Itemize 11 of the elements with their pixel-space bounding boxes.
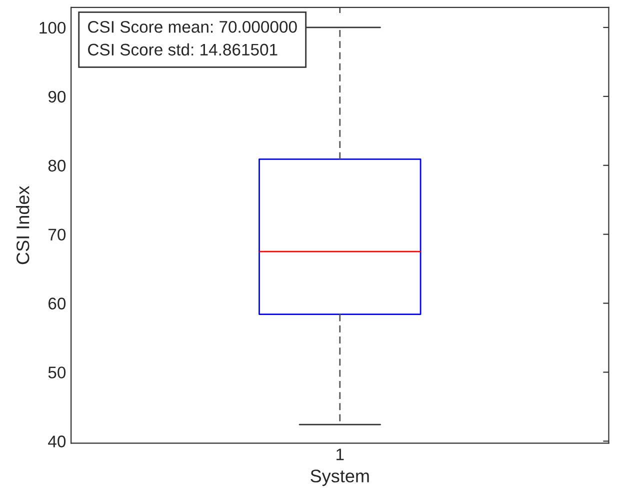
y-tick-label: 40 [48, 436, 66, 448]
y-tick-label: 90 [48, 90, 66, 103]
y-tick-label: 70 [48, 228, 66, 241]
x-axis-title: System [310, 470, 369, 486]
y-tick-label: 60 [48, 298, 66, 310]
y-tick-label: 50 [48, 366, 66, 378]
y-tick-label: 100 [40, 22, 66, 34]
x-tick-label: 1 [336, 448, 344, 460]
y-tick-label: 80 [48, 160, 66, 172]
y-axis-title: CSI Index [16, 186, 30, 264]
annotation: CSI Score mean: 70.000000 CSI Score std: 14.861501 [88, 20, 297, 56]
